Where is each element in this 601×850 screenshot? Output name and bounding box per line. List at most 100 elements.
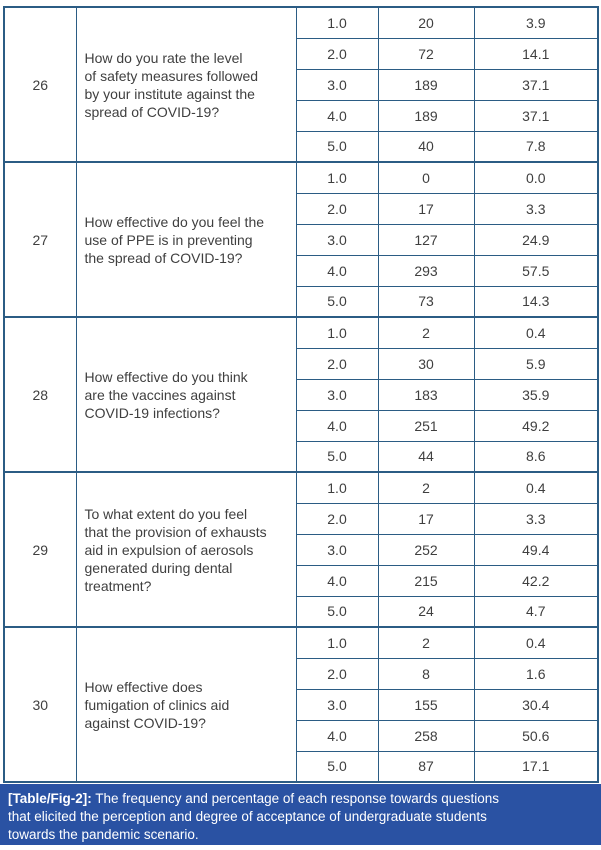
- percentage-cell: 7.8: [473, 130, 599, 163]
- frequency-cell: 72: [377, 37, 475, 70]
- percentage-cell: 30.4: [473, 688, 599, 721]
- frequency-cell: 44: [377, 440, 475, 473]
- percentage-cell: 1.6: [473, 657, 599, 690]
- frequency-cell: 17: [377, 502, 475, 535]
- response-cell: 1.0: [295, 6, 379, 39]
- survey-response-table: 26 How do you rate the level of safety m…: [3, 6, 599, 783]
- table-row: 2.0 72 14.1: [4, 37, 599, 70]
- table-row: 4.0 251 49.2: [4, 409, 599, 442]
- table-row: 4.0 189 37.1: [4, 99, 599, 132]
- table-row: 5.0 24 4.7: [4, 595, 599, 628]
- question-text: To what extent do you feel that the prov…: [75, 471, 297, 628]
- percentage-cell: 42.2: [473, 564, 599, 597]
- table-row: 3.0 189 37.1: [4, 68, 599, 101]
- table-caption: [Table/Fig-2]: The frequency and percent…: [0, 784, 601, 845]
- frequency-cell: 183: [377, 378, 475, 411]
- frequency-cell: 127: [377, 223, 475, 256]
- response-cell: 2.0: [295, 502, 379, 535]
- frequency-cell: 189: [377, 99, 475, 132]
- percentage-cell: 37.1: [473, 68, 599, 101]
- percentage-cell: 37.1: [473, 99, 599, 132]
- percentage-cell: 17.1: [473, 750, 599, 783]
- table-row: 27 How effective do you feel the use of …: [3, 161, 599, 318]
- survey-table-container: 26 How do you rate the level of safety m…: [3, 6, 599, 783]
- percentage-cell: 8.6: [473, 440, 599, 473]
- percentage-cell: 49.4: [473, 533, 599, 566]
- frequency-cell: 155: [377, 688, 475, 721]
- percentage-cell: 5.9: [473, 347, 599, 380]
- table-row: 29 To what extent do you feel that the p…: [3, 471, 599, 628]
- percentage-cell: 3.3: [473, 192, 599, 225]
- response-cell: 4.0: [295, 564, 379, 597]
- response-cell: 5.0: [295, 440, 379, 473]
- percentage-cell: 0.4: [473, 316, 599, 349]
- percentage-cell: 50.6: [473, 719, 599, 752]
- frequency-cell: 73: [377, 285, 475, 318]
- frequency-cell: 252: [377, 533, 475, 566]
- table-row: 2.0 30 5.9: [4, 347, 599, 380]
- percentage-cell: 3.9: [473, 6, 599, 39]
- question-number: 27: [3, 161, 77, 318]
- frequency-cell: 258: [377, 719, 475, 752]
- response-cell: 3.0: [295, 378, 379, 411]
- question-number: 28: [3, 316, 77, 473]
- frequency-cell: 2: [377, 626, 475, 659]
- frequency-cell: 2: [377, 471, 475, 504]
- response-cell: 2.0: [295, 192, 379, 225]
- table-row: 2.0 17 3.3: [4, 192, 599, 225]
- response-cell: 3.0: [295, 533, 379, 566]
- response-cell: 1.0: [295, 626, 379, 659]
- frequency-cell: 215: [377, 564, 475, 597]
- response-cell: 2.0: [295, 347, 379, 380]
- frequency-cell: 2: [377, 316, 475, 349]
- response-cell: 1.0: [295, 471, 379, 504]
- response-cell: 3.0: [295, 688, 379, 721]
- response-cell: 3.0: [295, 68, 379, 101]
- percentage-cell: 3.3: [473, 502, 599, 535]
- response-cell: 5.0: [295, 285, 379, 318]
- frequency-cell: 30: [377, 347, 475, 380]
- question-number: 26: [3, 6, 77, 163]
- percentage-cell: 4.7: [473, 595, 599, 628]
- percentage-cell: 0.4: [473, 626, 599, 659]
- frequency-cell: 40: [377, 130, 475, 163]
- response-cell: 4.0: [295, 719, 379, 752]
- table-row: 30 How effective does fumigation of clin…: [3, 626, 599, 783]
- frequency-cell: 17: [377, 192, 475, 225]
- percentage-cell: 14.1: [473, 37, 599, 70]
- caption-text: The frequency and percentage of each res…: [8, 791, 500, 842]
- frequency-cell: 24: [377, 595, 475, 628]
- question-text: How effective do you think are the vacci…: [75, 316, 297, 473]
- table-row: 4.0 215 42.2: [4, 564, 599, 597]
- response-cell: 1.0: [295, 316, 379, 349]
- question-text: How do you rate the level of safety meas…: [75, 6, 297, 163]
- frequency-cell: 189: [377, 68, 475, 101]
- response-cell: 2.0: [295, 37, 379, 70]
- table-row: 4.0 293 57.5: [4, 254, 599, 287]
- response-cell: 4.0: [295, 254, 379, 287]
- response-cell: 1.0: [295, 161, 379, 194]
- frequency-cell: 20: [377, 6, 475, 39]
- table-row: 5.0 73 14.3: [4, 285, 599, 318]
- frequency-cell: 293: [377, 254, 475, 287]
- question-text: How effective do you feel the use of PPE…: [75, 161, 297, 318]
- percentage-cell: 49.2: [473, 409, 599, 442]
- frequency-cell: 251: [377, 409, 475, 442]
- table-row: 28 How effective do you think are the va…: [3, 316, 599, 473]
- frequency-cell: 0: [377, 161, 475, 194]
- response-cell: 4.0: [295, 99, 379, 132]
- response-cell: 3.0: [295, 223, 379, 256]
- percentage-cell: 0.0: [473, 161, 599, 194]
- percentage-cell: 14.3: [473, 285, 599, 318]
- response-cell: 5.0: [295, 595, 379, 628]
- frequency-cell: 87: [377, 750, 475, 783]
- table-row: 5.0 87 17.1: [4, 750, 599, 783]
- table-row: 3.0 155 30.4: [4, 688, 599, 721]
- table-row: 3.0 127 24.9: [4, 223, 599, 256]
- table-row: 3.0 183 35.9: [4, 378, 599, 411]
- percentage-cell: 35.9: [473, 378, 599, 411]
- table-row: 5.0 40 7.8: [4, 130, 599, 163]
- caption-label: [Table/Fig-2]:: [8, 791, 92, 806]
- percentage-cell: 57.5: [473, 254, 599, 287]
